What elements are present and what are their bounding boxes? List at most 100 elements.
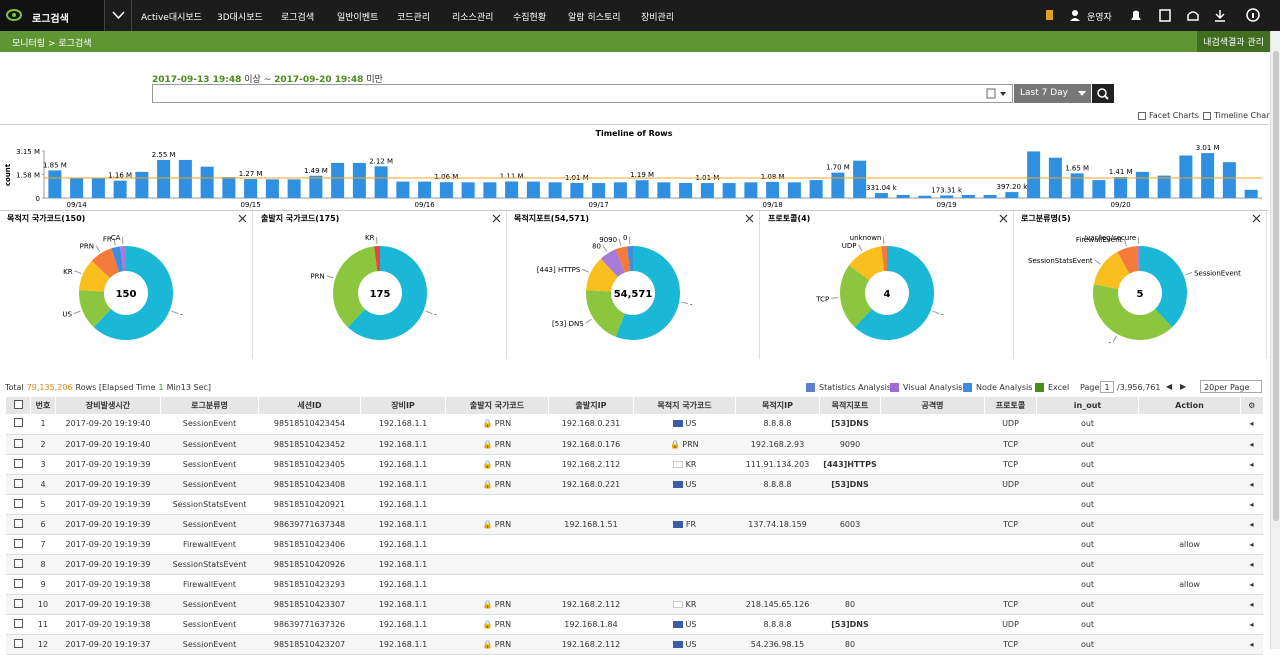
next-page[interactable]: ▶: [1180, 382, 1186, 391]
table-cell: 192.168.0.231: [549, 414, 634, 434]
panel-title: 프로토콜(4): [768, 214, 810, 223]
menu-item[interactable]: 리소스관리: [452, 10, 493, 23]
row-action[interactable]: ◂: [1241, 474, 1263, 494]
row-action[interactable]: ◂: [1241, 434, 1263, 454]
checkbox[interactable]: [14, 400, 23, 409]
checkbox[interactable]: [14, 559, 23, 568]
checkbox[interactable]: [14, 418, 23, 427]
row-action[interactable]: ◂: [1241, 574, 1263, 594]
checkbox[interactable]: [14, 639, 23, 648]
bar: [788, 182, 801, 198]
menu-item[interactable]: 수집현황: [513, 10, 546, 23]
cell-text: 98518510423452: [274, 440, 345, 449]
menu-item[interactable]: 알람 히스토리: [568, 10, 621, 23]
checkbox[interactable]: [14, 499, 23, 508]
row-action[interactable]: ◂: [1241, 494, 1263, 514]
caret: [1078, 91, 1086, 96]
breadcrumb: 모니터링 > 로그검색: [12, 36, 92, 49]
leader-line: [74, 311, 81, 314]
cell-text: 192.168.2.112: [562, 600, 621, 609]
value-label: 331.04 k: [866, 184, 898, 192]
row-action[interactable]: ◂: [1241, 634, 1263, 654]
table-cell: 98639771637326: [259, 614, 361, 634]
row-action[interactable]: ◂: [1241, 414, 1263, 434]
doc-icon[interactable]: [1160, 10, 1170, 21]
row-action[interactable]: ◂: [1241, 594, 1263, 614]
menu-item[interactable]: Active대시보드: [141, 10, 202, 23]
row-action[interactable]: ◂: [1241, 554, 1263, 574]
per-page-select[interactable]: 20per Page: [1200, 380, 1262, 393]
checkbox[interactable]: [14, 519, 23, 528]
checkbox[interactable]: [14, 599, 23, 608]
menu-item[interactable]: 코드관리: [397, 10, 430, 23]
tool-link[interactable]: Excel: [1035, 383, 1069, 392]
cell-text: 98518510423454: [274, 419, 345, 428]
tool-link[interactable]: Visual Analysis: [890, 383, 962, 392]
bar: [244, 179, 257, 198]
tool-link[interactable]: Node Analysis: [963, 383, 1032, 392]
row-action[interactable]: ◂: [1241, 454, 1263, 474]
checkbox[interactable]: [14, 539, 23, 548]
search-input[interactable]: [152, 84, 1013, 103]
cell-text: UDP: [1002, 419, 1019, 428]
menu-item[interactable]: 3D대시보드: [217, 10, 263, 23]
checkbox[interactable]: [14, 439, 23, 448]
tool-link[interactable]: Statistics Analysis: [806, 383, 891, 392]
menu-toggle[interactable]: [105, 0, 132, 31]
checkbox[interactable]: [14, 619, 23, 628]
menu-item[interactable]: 장비관리: [641, 10, 674, 23]
user-icon[interactable]: [1072, 10, 1078, 16]
header-cell: 목적지IP: [736, 397, 820, 414]
value-label: 173.31 k: [931, 186, 963, 194]
my-results-button[interactable]: 내검색결과 관리: [1197, 31, 1270, 52]
close-icon[interactable]: [1000, 215, 1007, 222]
page-input[interactable]: 1: [1100, 381, 1114, 393]
download-icon[interactable]: [1215, 10, 1225, 21]
close-icon[interactable]: [239, 215, 246, 222]
scroll-thumb[interactable]: [1273, 51, 1279, 521]
alarm-icon[interactable]: [1131, 11, 1141, 21]
checkbox[interactable]: [14, 459, 23, 468]
row-action[interactable]: ◂: [1241, 534, 1263, 554]
facet-option[interactable]: Facet Charts: [1138, 111, 1199, 120]
header-cell[interactable]: 장비발생시간: [56, 397, 161, 414]
timeline-option[interactable]: Timeline Chart: [1203, 111, 1273, 120]
row-action[interactable]: ◂: [1241, 614, 1263, 634]
cell-text: 192.168.1.1: [379, 440, 427, 449]
logo[interactable]: 로그검색: [0, 0, 105, 31]
value-label: 1.41 M: [1109, 168, 1133, 176]
close-icon[interactable]: [746, 215, 753, 222]
checkbox[interactable]: [14, 579, 23, 588]
cell-text: 2017-09-20 19:19:38: [66, 620, 151, 629]
search-button[interactable]: [1092, 84, 1114, 103]
prev-page[interactable]: ◀: [1166, 382, 1172, 391]
settings-cell[interactable]: ⚙: [1241, 397, 1263, 414]
table-cell: 192.168.1.1: [361, 434, 446, 454]
row-action[interactable]: ◂: [1241, 514, 1263, 534]
inbox-icon[interactable]: [1188, 12, 1198, 20]
menu-item[interactable]: 일반이벤트: [337, 10, 378, 23]
user-name[interactable]: 운영자: [1087, 10, 1112, 23]
menu-item[interactable]: 로그검색: [281, 10, 314, 23]
close-icon[interactable]: [493, 215, 500, 222]
scrollbar[interactable]: [1270, 31, 1280, 649]
cell-text: 8: [40, 560, 45, 569]
bookmark-icon[interactable]: [1046, 10, 1053, 20]
value-label: 2.12 M: [369, 157, 393, 165]
close-icon[interactable]: [1253, 215, 1260, 222]
range-select[interactable]: Last 7 Day: [1014, 84, 1091, 103]
checkbox[interactable]: [14, 479, 23, 488]
